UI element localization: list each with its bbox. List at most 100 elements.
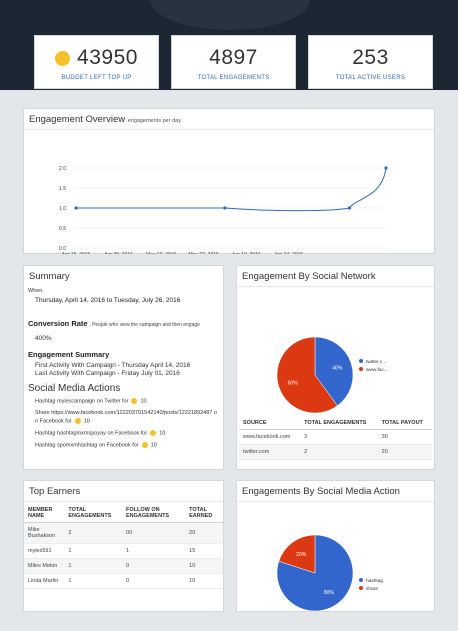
budget-label: BUDGET LEFT xyxy=(61,75,108,81)
member-cell: Linda Martin xyxy=(24,573,65,589)
earned-cell: 10 xyxy=(185,573,223,589)
engagements-cell: 1 xyxy=(64,558,123,574)
engagement-summary-label: Engagement Summary xyxy=(28,350,110,359)
header-glow xyxy=(150,0,310,30)
table-row: Miles Melon 1 0 10 xyxy=(24,558,223,574)
network-pie-chart: 40% twitter.c... 60% www.fac... xyxy=(276,336,388,414)
data-point xyxy=(347,206,352,210)
active-users-card: 253 TOTAL ACTIVE USERS xyxy=(308,35,433,89)
y-tick-label: 1.0 xyxy=(59,206,66,212)
series-line xyxy=(76,167,387,212)
summary-panel: Summary When Thursday, April 14, 2016 to… xyxy=(23,265,224,470)
legend-swatch xyxy=(359,359,363,363)
slice-label: 60% xyxy=(288,380,299,386)
active-users-value: 253 xyxy=(352,46,389,69)
conversion-label: Conversion Rate xyxy=(28,319,88,328)
legend-swatch xyxy=(359,586,363,590)
overview-title: Engagement Overview xyxy=(29,114,126,125)
table-row: Linda Martin 1 0 10 xyxy=(24,573,223,589)
engagement-overview-panel: Engagement Overview engagements per day … xyxy=(23,108,435,258)
source-cell: twitter.com xyxy=(239,444,301,460)
data-point xyxy=(384,166,388,170)
x-tick-label: Jun 10, 2016 xyxy=(232,252,261,254)
action-points: 10 xyxy=(83,418,90,425)
y-tick-label: 0.5 xyxy=(59,226,66,232)
col-total-payout: TOTAL PAYOUT xyxy=(377,417,432,430)
earners-table: MEMBER NAME TOTAL ENGAGEMENTS FOLLOW ON EN… xyxy=(24,504,223,589)
pie-slice xyxy=(278,534,316,574)
engagements-cell: 1 xyxy=(64,573,123,589)
legend-label: twitter.c... xyxy=(366,359,386,365)
summary-title: Summary xyxy=(29,271,70,282)
table-row: www.facebook.com 3 30 xyxy=(239,429,432,445)
top-earners-panel: Top Earners MEMBER NAME TOTAL ENGAGEMENTS… xyxy=(23,480,224,612)
action-points: 10 xyxy=(159,430,166,437)
x-tick-label: May 13, 2016 xyxy=(146,252,177,254)
col-total-engagements: TOTAL ENGAGEMENTS xyxy=(300,417,378,430)
coin-icon xyxy=(131,398,138,404)
source-cell: www.facebook.com xyxy=(239,429,301,445)
legend-label: share xyxy=(366,586,378,592)
engagements-cell: 3 xyxy=(300,429,378,445)
first-activity: First Activity With Campaign - Thursday … xyxy=(35,362,191,369)
earned-cell: 20 xyxy=(185,522,223,544)
conversion-desc: People who view the campaign and then en… xyxy=(92,322,200,328)
data-point xyxy=(74,206,78,210)
conversion-value: 400% xyxy=(35,335,52,342)
action-panel: Engagements By Social Media Action 80% ha… xyxy=(236,480,435,612)
slice-label: 40% xyxy=(332,366,343,372)
follow-cell: 0 xyxy=(122,558,186,574)
action-text: Hashtag hashtagmxmspoyay on Facebook for xyxy=(35,430,148,437)
engagements-cell: 2 xyxy=(300,444,378,460)
action-points: 10 xyxy=(150,442,157,449)
action-points: 10 xyxy=(140,398,147,405)
engagements-value: 4897 xyxy=(209,46,258,69)
col-total-engagements: TOTAL ENGAGEMENTS xyxy=(64,504,123,523)
x-tick-label: Jun 24, 2016 xyxy=(274,252,303,254)
network-panel: Engagement By Social Network 40% twitter.… xyxy=(236,265,435,470)
coin-icon xyxy=(74,417,81,424)
col-follow-on: FOLLOW ON ENGAGEMENTS xyxy=(122,504,186,523)
engagements-card: 4897 TOTAL ENGAGEMENTS xyxy=(171,35,296,89)
line-chart: 0.0 0.5 1.0 1.5 2.0 Apr 15, 2016 Apr 29, 2016 M… xyxy=(59,166,388,258)
engagements-cell: 1 xyxy=(64,543,123,559)
earned-cell: 15 xyxy=(185,543,223,559)
budget-card: 43950 BUDGET LEFT TOP UP xyxy=(34,35,159,89)
y-tick-label: 1.5 xyxy=(59,186,66,192)
x-tick-label: May 27, 2016 xyxy=(188,252,219,254)
x-tick-label: Apr 15, 2016 xyxy=(62,252,91,254)
pie-slice xyxy=(276,336,338,414)
coin-icon xyxy=(141,441,148,448)
action-title: Engagements By Social Media Action xyxy=(237,481,434,502)
action-text: Share https://www.facebook.com/122203701… xyxy=(35,410,217,425)
y-tick-label: 2.0 xyxy=(59,166,66,172)
action-text: Hashtag myiescampaign on Twitter for xyxy=(35,398,129,405)
legend-swatch xyxy=(359,367,363,371)
slice-label: 20% xyxy=(296,552,307,558)
member-cell: Miles Melon xyxy=(24,558,65,574)
follow-cell: 1 xyxy=(122,543,186,559)
coin-icon xyxy=(55,50,71,66)
earned-cell: 10 xyxy=(185,558,223,574)
top-up-link[interactable]: TOP UP xyxy=(107,75,132,81)
legend-label: www.fac... xyxy=(366,367,388,373)
when-label: When xyxy=(28,288,43,294)
pie-slice xyxy=(314,336,354,407)
payout-cell: 20 xyxy=(377,444,432,460)
active-users-label: TOTAL ACTIVE USERS xyxy=(335,75,406,81)
table-row: myles591 1 1 15 xyxy=(24,543,223,559)
social-actions-title: Social Media Actions xyxy=(28,383,121,394)
y-tick-label: 0.0 xyxy=(59,246,66,252)
engagements-label: TOTAL ENGAGEMENTS xyxy=(197,75,270,81)
col-member-name: MEMBER NAME xyxy=(24,504,65,523)
overview-subtitle: engagements per day xyxy=(127,118,181,124)
coin-icon xyxy=(150,430,157,437)
x-tick-label: Apr 29, 2016 xyxy=(104,252,133,254)
col-total-earned: TOTAL EARNED xyxy=(185,504,223,523)
slice-label: 80% xyxy=(324,590,335,596)
top-earners-title: Top Earners xyxy=(24,481,223,502)
data-point xyxy=(223,206,227,210)
network-title: Engagement By Social Network xyxy=(237,266,434,287)
follow-cell: 0 xyxy=(122,573,186,589)
col-source: SOURCE xyxy=(239,417,301,430)
